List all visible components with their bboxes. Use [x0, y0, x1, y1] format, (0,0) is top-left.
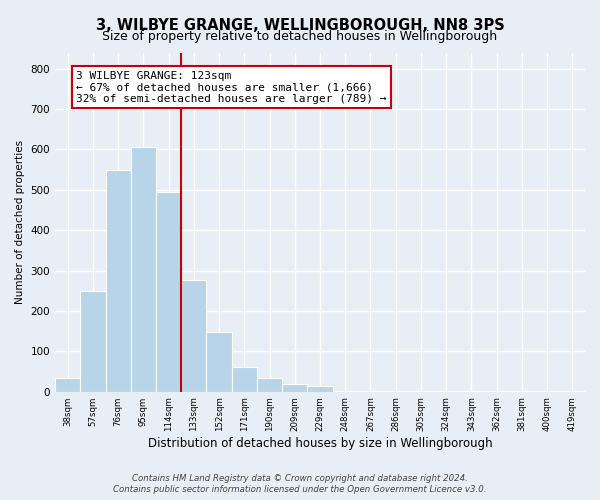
Text: 3, WILBYE GRANGE, WELLINGBOROUGH, NN8 3PS: 3, WILBYE GRANGE, WELLINGBOROUGH, NN8 3P… — [95, 18, 505, 32]
Bar — [282, 384, 307, 392]
Bar — [206, 332, 232, 392]
Bar — [560, 391, 585, 392]
X-axis label: Distribution of detached houses by size in Wellingborough: Distribution of detached houses by size … — [148, 437, 493, 450]
Bar — [307, 386, 332, 392]
Text: Size of property relative to detached houses in Wellingborough: Size of property relative to detached ho… — [103, 30, 497, 43]
Bar — [106, 170, 131, 392]
Bar — [156, 192, 181, 392]
Text: 3 WILBYE GRANGE: 123sqm
← 67% of detached houses are smaller (1,666)
32% of semi: 3 WILBYE GRANGE: 123sqm ← 67% of detache… — [76, 70, 387, 104]
Bar — [55, 378, 80, 392]
Bar — [80, 291, 106, 392]
Bar — [332, 391, 358, 392]
Bar — [232, 368, 257, 392]
Y-axis label: Number of detached properties: Number of detached properties — [15, 140, 25, 304]
Text: Contains HM Land Registry data © Crown copyright and database right 2024.
Contai: Contains HM Land Registry data © Crown c… — [113, 474, 487, 494]
Bar — [131, 148, 156, 392]
Bar — [181, 280, 206, 392]
Bar — [257, 378, 282, 392]
